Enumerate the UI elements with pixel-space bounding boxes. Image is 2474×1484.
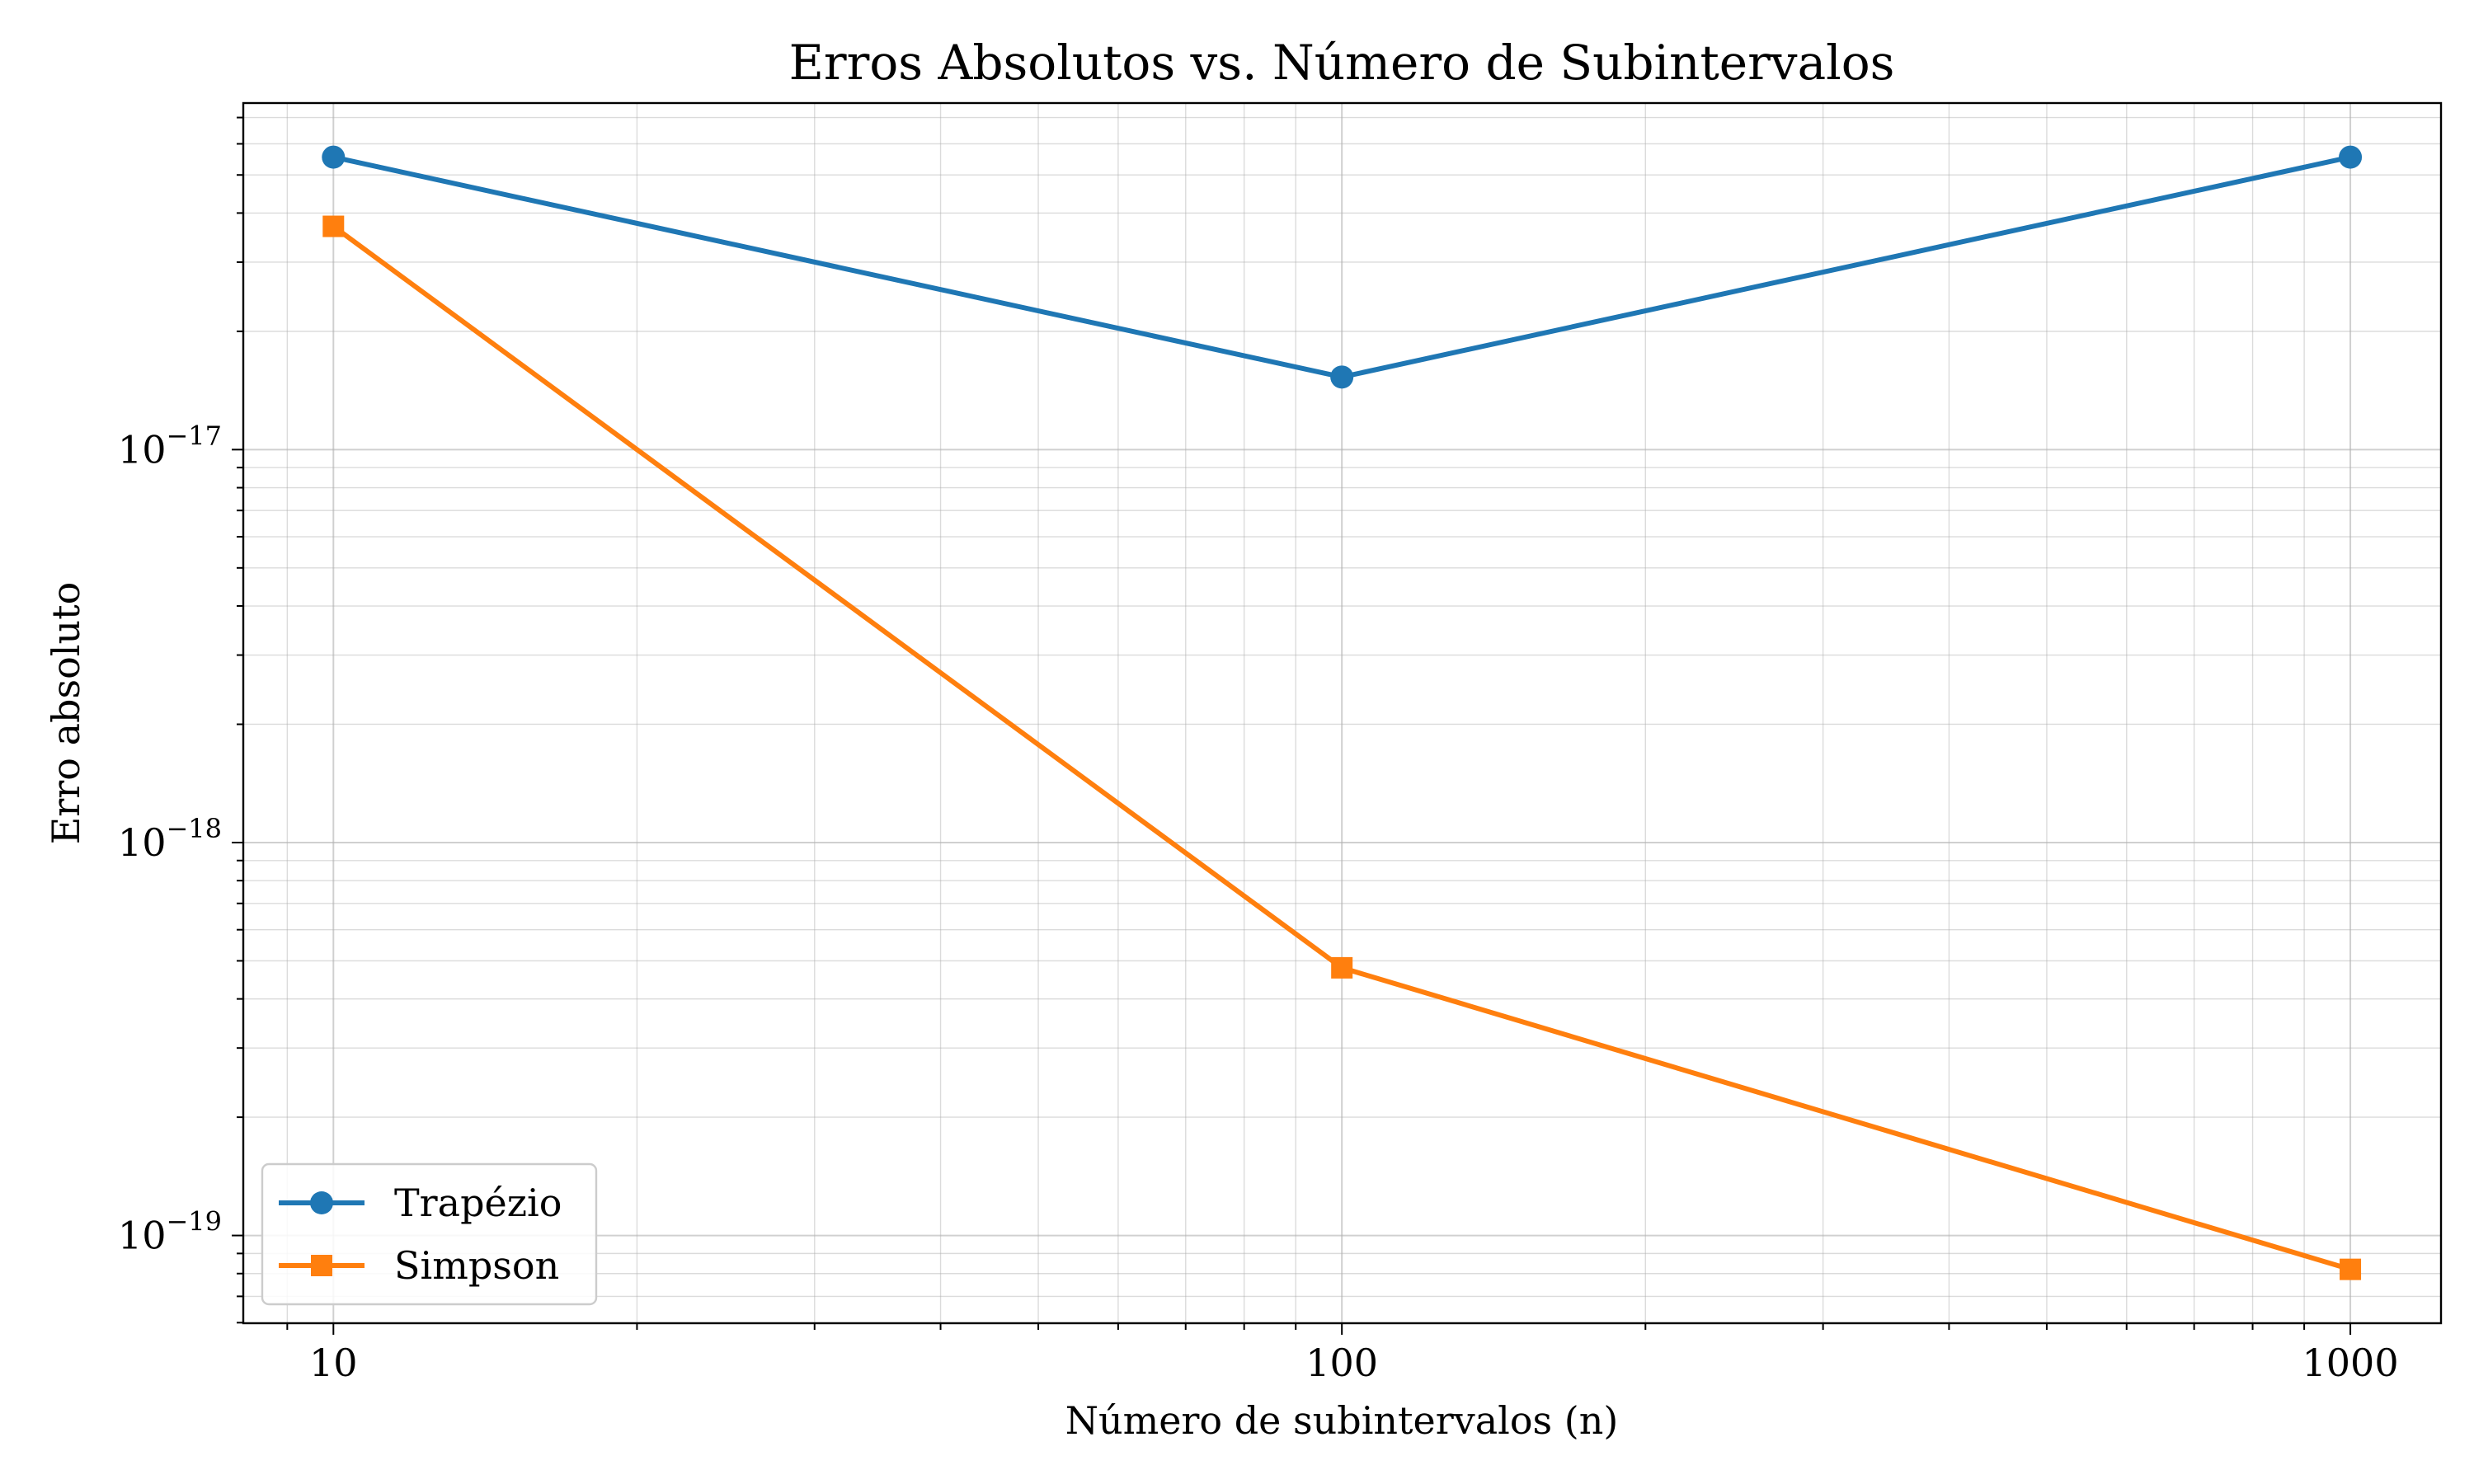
x-tick-label: 100 — [1305, 1341, 1378, 1385]
y-tick-base: 10 — [118, 427, 167, 472]
x-tick-label: 1000 — [2302, 1341, 2399, 1385]
grid — [243, 103, 2441, 1324]
series-simpson — [322, 215, 2362, 1280]
legend-item: Trapézio — [279, 1181, 562, 1225]
data-point — [322, 215, 345, 237]
data-point — [2339, 145, 2363, 169]
square-marker-icon — [311, 1255, 332, 1276]
circle-marker-icon — [310, 1191, 333, 1214]
series-layer — [322, 145, 2363, 1280]
y-tick-base: 10 — [118, 1214, 167, 1258]
legend-label: Simpson — [394, 1243, 559, 1288]
legend-box — [261, 1162, 598, 1306]
data-point — [1331, 956, 1353, 979]
x-tick-label: 10 — [309, 1341, 358, 1385]
y-tick-label: 10−18 — [118, 813, 222, 865]
series-trapézio — [322, 145, 2363, 389]
data-point — [2340, 1258, 2362, 1280]
data-point — [1330, 365, 1354, 389]
y-tick-label: 10−17 — [118, 420, 222, 472]
y-tick-exponent: −17 — [166, 420, 222, 451]
y-axis-label: Erro absoluto — [44, 582, 88, 845]
data-point — [322, 145, 346, 169]
y-tick-exponent: −18 — [166, 813, 222, 844]
chart-title: Erros Absolutos vs. Número de Subinterva… — [789, 35, 1895, 91]
y-tick-label: 10−19 — [118, 1206, 222, 1258]
x-axis-label: Número de subintervalos (n) — [1065, 1398, 1619, 1443]
y-tick-exponent: −19 — [166, 1206, 222, 1237]
y-tick-base: 10 — [118, 820, 167, 865]
legend-item: Simpson — [279, 1243, 559, 1288]
legend-label: Trapézio — [394, 1181, 562, 1225]
legend: Trapézio Simpson — [261, 1162, 598, 1306]
